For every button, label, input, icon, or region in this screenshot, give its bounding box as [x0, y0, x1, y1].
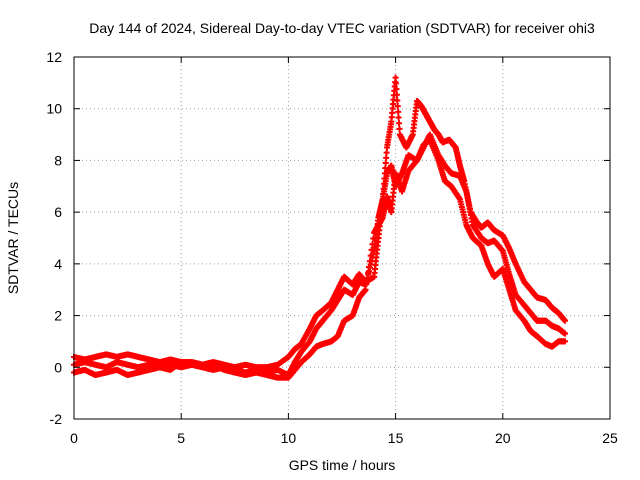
plot-area: [71, 74, 568, 381]
series-trace-c: [71, 136, 568, 381]
y-tick-label: 2: [54, 308, 62, 324]
data-point-marker: [368, 246, 375, 253]
data-point-marker: [363, 281, 370, 288]
y-tick-label: 12: [46, 49, 62, 65]
data-point-marker: [561, 338, 568, 345]
x-axis-label: GPS time / hours: [289, 457, 396, 473]
data-point-marker: [383, 149, 390, 156]
plot-frame: [73, 56, 611, 420]
data-point-marker: [392, 74, 399, 81]
data-point-marker: [366, 263, 373, 270]
data-point-marker: [367, 252, 374, 259]
data-point-marker: [561, 330, 568, 337]
data-point-marker: [365, 269, 372, 276]
data-point-marker: [383, 154, 390, 161]
y-axis: -2 0 2 4 6 8 10 12: [46, 49, 610, 427]
data-point-marker: [366, 258, 373, 265]
x-tick-label: 20: [495, 430, 511, 446]
y-tick-label: 8: [54, 152, 62, 168]
series-trace-b: [71, 131, 568, 379]
data-point-marker: [395, 114, 402, 121]
data-point-marker: [393, 86, 400, 93]
y-tick-label: 0: [54, 359, 62, 375]
data-point-marker: [362, 286, 369, 293]
x-axis: 0 5 10 15 20 25: [70, 57, 618, 446]
x-tick-label: 5: [177, 430, 185, 446]
y-tick-label: -2: [50, 411, 63, 427]
data-point-marker: [394, 97, 401, 104]
data-point-marker: [394, 103, 401, 110]
data-point-marker: [364, 275, 371, 282]
data-point-marker: [396, 120, 403, 127]
data-point-marker: [370, 235, 377, 242]
x-tick-label: 25: [602, 430, 618, 446]
chart-title: Day 144 of 2024, Sidereal Day-to-day VTE…: [89, 20, 595, 36]
y-tick-label: 4: [54, 256, 62, 272]
data-point-marker: [561, 317, 568, 324]
x-tick-label: 15: [388, 430, 404, 446]
data-point-marker: [382, 160, 389, 167]
x-tick-label: 10: [281, 430, 297, 446]
y-axis-label: SDTVAR / TECUs: [5, 182, 21, 294]
data-point-marker: [395, 108, 402, 115]
data-point-marker: [393, 80, 400, 87]
data-point-marker: [393, 91, 400, 98]
y-tick-label: 6: [54, 204, 62, 220]
y-tick-label: 10: [46, 101, 62, 117]
x-tick-label: 0: [70, 430, 78, 446]
data-point-marker: [369, 241, 376, 248]
data-point-marker: [396, 125, 403, 132]
